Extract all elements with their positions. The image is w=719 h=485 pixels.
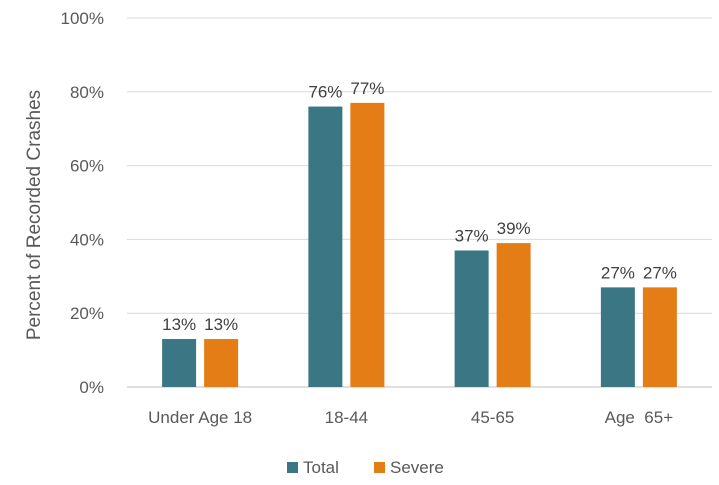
y-tick-label: 100% (61, 9, 104, 28)
bars (162, 102, 677, 388)
bar-severe (350, 102, 385, 388)
x-tick-label: 18-44 (325, 408, 368, 427)
legend-label-severe: Severe (390, 458, 444, 477)
legend-swatch-severe (374, 462, 385, 473)
data-label: 76% (308, 83, 342, 102)
data-label: 27% (601, 263, 635, 282)
x-tick-label: 45-65 (471, 408, 514, 427)
data-label: 77% (350, 79, 384, 98)
data-labels: 13% 13% 76% 77% 37% 39% 27% 27% (162, 79, 677, 334)
bar-total (308, 106, 343, 387)
y-axis-ticks: 0% 20% 40% 60% 80% 100% (61, 9, 104, 397)
data-label: 39% (497, 219, 531, 238)
x-tick-label: Age 65+ (605, 408, 674, 427)
data-label: 13% (204, 315, 238, 334)
y-tick-label: 80% (70, 83, 104, 102)
bar-severe (496, 243, 531, 387)
legend-label-total: Total (303, 458, 339, 477)
bar-total (454, 250, 489, 387)
bar-severe (204, 339, 239, 387)
y-tick-label: 60% (70, 157, 104, 176)
legend-swatch-total (287, 462, 298, 473)
bar-total (162, 339, 197, 387)
y-tick-label: 0% (79, 378, 104, 397)
data-label: 27% (643, 263, 677, 282)
y-axis-title: Percent of Recorded Crashes (24, 90, 45, 340)
bar-severe (642, 287, 677, 387)
y-tick-label: 40% (70, 230, 104, 249)
data-label: 13% (162, 315, 196, 334)
y-tick-label: 20% (70, 304, 104, 323)
x-tick-label: Under Age 18 (148, 408, 252, 427)
data-label: 37% (455, 226, 489, 245)
bar-total (600, 287, 635, 387)
legend: Total Severe (287, 458, 444, 477)
x-axis-ticks: Under Age 18 18-44 45-65 Age 65+ (148, 408, 673, 427)
